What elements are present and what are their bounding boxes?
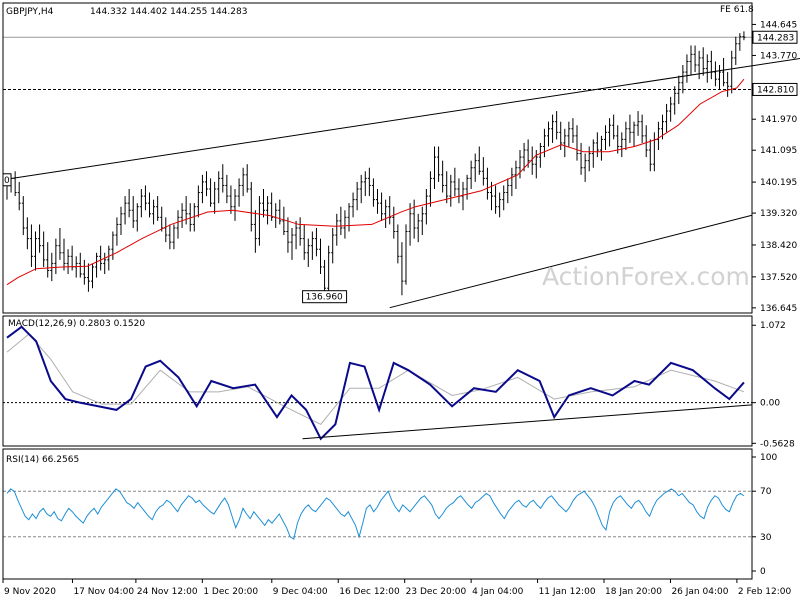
price-tick-label: 137.520 <box>760 273 797 283</box>
fib-zero-label: 0 <box>4 176 10 186</box>
low-marker-box <box>302 290 348 304</box>
x-tick-label: 9 Dec 04:00 <box>273 587 328 597</box>
current-price-box <box>752 30 798 44</box>
macd-panel: 1.072 0.00 -0.5628 <box>3 321 795 449</box>
price-tick-label: 136.645 <box>760 304 797 314</box>
price-panel: 144.645 143.770 142.810 141.970 141.095 140.1… <box>2 20 800 314</box>
macd-tick-label: 1.072 <box>760 321 786 331</box>
rsi-tick-label: 70 <box>760 487 772 497</box>
fe-label: FE 61.8 <box>720 5 754 15</box>
price-tick-label: 143.770 <box>760 51 797 61</box>
price-tick-label: 138.420 <box>760 241 797 251</box>
channel-upper-line <box>2 57 800 181</box>
macd-label: MACD(12,26,9) 0.2803 0.1520 <box>8 319 145 329</box>
price-tick-label: 139.320 <box>760 209 797 219</box>
x-tick-label: 4 Jan 04:00 <box>472 587 524 597</box>
x-tick-label: 24 Nov 12:00 <box>137 587 198 597</box>
x-axis: 9 Nov 2020 17 Nov 04:00 24 Nov 12:00 1 Dec … <box>2 579 792 597</box>
ohlc-readout: 144.332 144.402 144.255 144.283 <box>90 7 247 17</box>
macd-trendline <box>302 404 753 440</box>
x-tick-label: 18 Jan 20:00 <box>605 587 662 597</box>
channel-lower-line <box>389 214 753 309</box>
x-tick-label: 9 Nov 2020 <box>4 587 56 597</box>
rsi-tick-label: 100 <box>760 453 777 463</box>
rsi-label: RSI(14) 66.2565 <box>6 455 79 465</box>
x-tick-label: 17 Nov 04:00 <box>73 587 134 597</box>
watermark: ActionForex.com <box>542 262 750 291</box>
sma-line <box>6 78 745 286</box>
macd-tick-label: -0.5628 <box>760 439 795 449</box>
symbol-label: GBPJPY,H4 <box>6 7 54 17</box>
current-price-label: 144.283 <box>757 33 794 43</box>
rsi-panel: 100 70 30 0 <box>3 453 777 577</box>
support-label-box <box>752 82 798 96</box>
support-label: 142.810 <box>757 85 794 95</box>
price-tick-label: 141.970 <box>760 115 797 125</box>
x-tick-label: 2 Feb 12:00 <box>738 587 792 597</box>
rsi-tick-label: 30 <box>760 533 772 543</box>
low-marker-label: 136.960 <box>306 293 343 303</box>
price-tick-label: 141.095 <box>760 146 797 156</box>
x-tick-label: 23 Dec 20:00 <box>406 587 467 597</box>
macd-tick-label: 0.00 <box>760 399 780 409</box>
x-tick-label: 1 Dec 20:00 <box>203 587 258 597</box>
rsi-tick-label: 0 <box>760 567 766 577</box>
price-frame <box>2 2 753 314</box>
price-tick-label: 144.645 <box>760 20 797 30</box>
price-tick-label: 140.195 <box>760 178 797 188</box>
macd-frame <box>2 315 753 447</box>
x-tick-label: 16 Dec 12:00 <box>339 587 400 597</box>
macd-line <box>6 325 745 441</box>
rsi-frame <box>2 448 753 580</box>
rsi-line <box>6 488 745 540</box>
x-tick-label: 26 Jan 04:00 <box>671 587 728 597</box>
macd-signal-line <box>6 333 745 425</box>
x-tick-label: 11 Jan 12:00 <box>539 587 596 597</box>
